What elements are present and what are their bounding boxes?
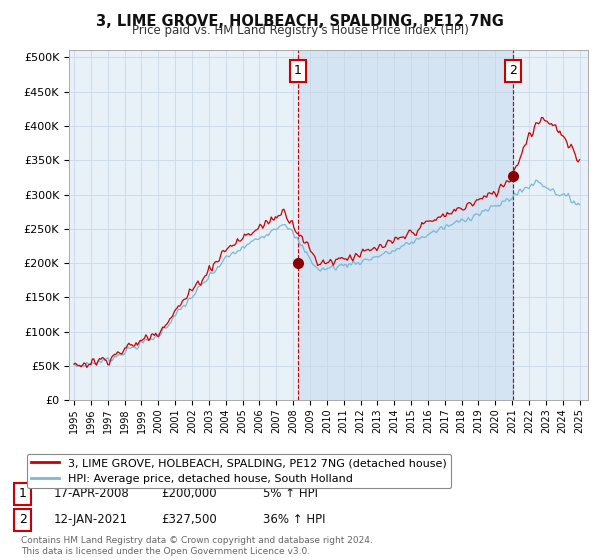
Legend: 3, LIME GROVE, HOLBEACH, SPALDING, PE12 7NG (detached house), HPI: Average price: 3, LIME GROVE, HOLBEACH, SPALDING, PE12 …: [26, 454, 451, 488]
Text: 2: 2: [19, 513, 27, 526]
Bar: [298, 50, 513, 400]
Text: 12-JAN-2021: 12-JAN-2021: [54, 513, 128, 526]
Text: 2: 2: [509, 64, 517, 77]
Text: 36% ↑ HPI: 36% ↑ HPI: [263, 513, 325, 526]
Text: 3, LIME GROVE, HOLBEACH, SPALDING, PE12 7NG: 3, LIME GROVE, HOLBEACH, SPALDING, PE12 …: [96, 14, 504, 29]
Text: Price paid vs. HM Land Registry's House Price Index (HPI): Price paid vs. HM Land Registry's House …: [131, 24, 469, 37]
Text: 5% ↑ HPI: 5% ↑ HPI: [263, 487, 318, 501]
Text: £327,500: £327,500: [161, 513, 217, 526]
Text: 1: 1: [294, 64, 302, 77]
Text: Contains HM Land Registry data © Crown copyright and database right 2024.
This d: Contains HM Land Registry data © Crown c…: [21, 536, 373, 556]
Text: £200,000: £200,000: [161, 487, 217, 501]
Text: 17-APR-2008: 17-APR-2008: [54, 487, 130, 501]
Text: 1: 1: [19, 487, 27, 501]
